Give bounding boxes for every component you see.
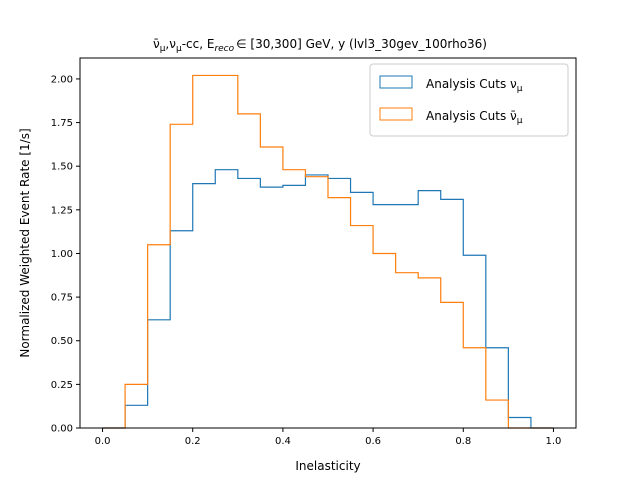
y-tick-label: 1.75 xyxy=(51,118,73,129)
legend-label-series-1: Analysis Cuts νμ xyxy=(426,77,523,94)
y-axis-ticks: 0.00 0.25 0.50 0.75 1.00 1.25 1.50 1.75 2.00 xyxy=(51,74,80,435)
step-series-2 xyxy=(102,74,554,429)
y-tick-label: 0.00 xyxy=(51,424,73,435)
y-tick-label: 1.00 xyxy=(51,249,73,260)
y-tick-label: 0.75 xyxy=(51,293,73,304)
x-tick-label: 0.0 xyxy=(95,436,111,447)
axes-frame xyxy=(79,57,577,429)
x-tick-label: 0.4 xyxy=(275,436,291,447)
x-tick-label: 0.2 xyxy=(185,436,201,447)
series-layer xyxy=(102,74,554,429)
y-axis-label: Normalized Weighted Event Rate [1/s] xyxy=(18,128,32,357)
x-axis-label: Inelasticity xyxy=(295,459,360,473)
chart-title: ν̄μ,νμ-cc, Ereco ∈ [30,300] GeV, y (lvl3_… xyxy=(153,37,487,54)
step-series-1 xyxy=(102,169,554,429)
x-axis-ticks: 0.0 0.2 0.4 0.6 0.8 1.0 xyxy=(95,428,562,447)
y-tick-label: 0.50 xyxy=(51,336,73,347)
y-tick-label: 0.25 xyxy=(51,380,73,391)
legend-swatch-series-2 xyxy=(379,107,413,121)
y-tick-label: 2.00 xyxy=(51,74,73,85)
y-tick-label: 1.50 xyxy=(51,162,73,173)
legend: Analysis Cuts νμ Analysis Cuts ν̄μ xyxy=(369,63,569,137)
plot-area xyxy=(79,57,577,429)
y-tick-label: 1.25 xyxy=(51,205,73,216)
x-tick-label: 1.0 xyxy=(546,436,562,447)
legend-swatch-series-1 xyxy=(379,75,413,89)
legend-label-series-2: Analysis Cuts ν̄μ xyxy=(426,109,523,126)
legend-box xyxy=(369,63,569,137)
x-tick-label: 0.8 xyxy=(455,436,471,447)
x-tick-label: 0.6 xyxy=(365,436,381,447)
